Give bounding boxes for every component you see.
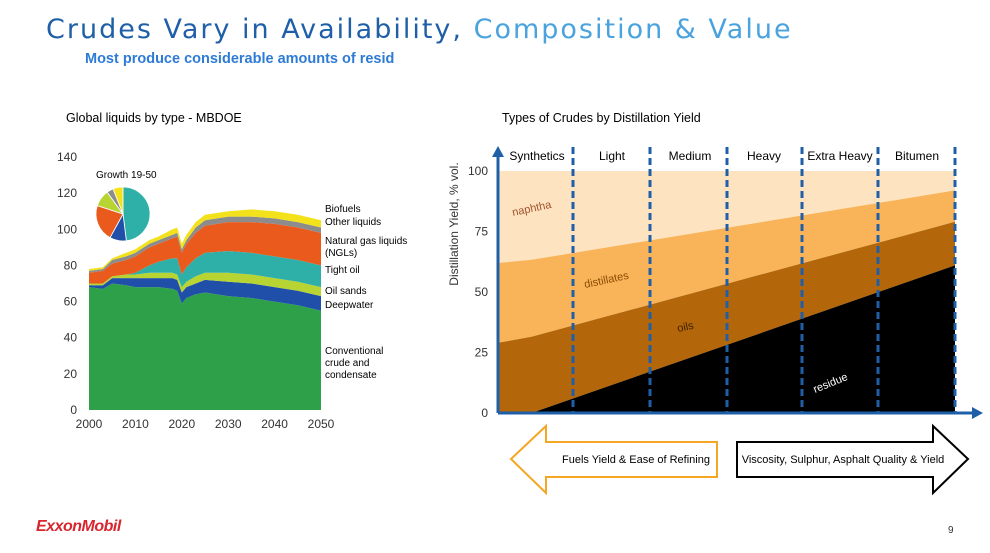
x-tick-label: 2040 [261,417,288,431]
slide-subtitle: Most produce considerable amounts of res… [85,51,395,67]
label-oils: oils [676,320,695,335]
area-series-deepwater [89,278,321,311]
area-series-other-liquids [89,216,321,273]
category-label: Bitumen [895,149,939,163]
legend-label-tight-oil: Tight oil [325,265,360,276]
page-number: 9 [948,525,954,536]
area-series-tight-oil [89,251,321,288]
y-tick-label: 0 [481,406,488,420]
layer-residue [498,265,955,413]
legend-line: Deepwater [325,300,374,311]
x-tick-label: 2020 [168,417,195,431]
right-arrow-label: Viscosity, Sulphur, Asphalt Quality & Yi… [742,454,945,466]
legend-line: Conventional [325,346,383,357]
x-tick-label: 2030 [215,417,242,431]
legend-label-oil-sands: Oil sands [325,286,367,297]
pie-title: Growth 19-50 [96,170,157,181]
y-tick-label: 100 [57,222,77,236]
pie-slice-tight-oil [122,186,151,242]
legend-label-deepwater: Deepwater [325,300,374,311]
legend-line: Other liquids [325,217,381,228]
title-part-1: Crudes Vary in Availability, [46,14,463,45]
x-tick-label: 2010 [122,417,149,431]
category-label: Light [599,149,626,163]
y-tick-label: 25 [475,346,489,360]
category-label: Heavy [747,149,781,163]
x-tick-label: 2050 [308,417,335,431]
exxonmobil-logo: ExxonMobil [36,518,121,535]
legend-line: crude and [325,358,369,369]
area-series-ngls [89,222,321,284]
area-series-conventional [89,283,321,410]
pie-slice-biofuels [112,186,124,215]
legend-line: Natural gas liquids [325,236,407,247]
y-axis-arrowhead [492,146,504,157]
y-tick-label: 60 [64,295,78,309]
category-label: Medium [669,149,712,163]
right-arrow-shape [736,423,970,496]
right-chart-title: Types of Crudes by Distillation Yield [502,111,701,125]
x-tick-label: 2000 [76,417,103,431]
slide-title: Crudes Vary in Availability, Composition… [46,14,793,45]
legend-line: Oil sands [325,286,367,297]
y-tick-label: 20 [64,367,78,381]
x-axis-arrowhead [972,407,983,419]
y-tick-label: 80 [64,258,78,272]
legend-line: Tight oil [325,265,360,276]
y-tick-label: 40 [64,331,78,345]
left-arrow-label: Fuels Yield & Ease of Refining [562,454,710,466]
area-series-biofuels [89,209,321,271]
y-tick-label: 0 [70,403,77,417]
category-label: Synthetics [509,149,564,163]
category-label: Extra Heavy [807,149,872,163]
y-axis-label: Distillation Yield, % vol. [447,162,461,285]
y-tick-label: 120 [57,186,77,200]
y-tick-label: 50 [475,285,489,299]
left-arrow-shape [509,423,718,496]
legend-label-biofuels: Biofuels [325,204,361,215]
title-part-2: Composition & Value [473,14,793,45]
legend-label-other-liquids: Other liquids [325,217,381,228]
pie-slice-ngls [95,205,124,239]
legend-label-ngls: Natural gas liquids(NGLs) [325,236,407,259]
left-chart-title: Global liquids by type - MBDOE [66,111,242,125]
legend-line: Biofuels [325,204,361,215]
legend-line: (NGLs) [325,248,357,259]
area-series-oil-sands [89,272,321,297]
legend-line: condensate [325,370,377,381]
y-tick-label: 140 [57,150,77,164]
y-tick-label: 75 [475,225,489,239]
layer-distillates [498,190,955,343]
y-tick-label: 100 [468,164,488,178]
